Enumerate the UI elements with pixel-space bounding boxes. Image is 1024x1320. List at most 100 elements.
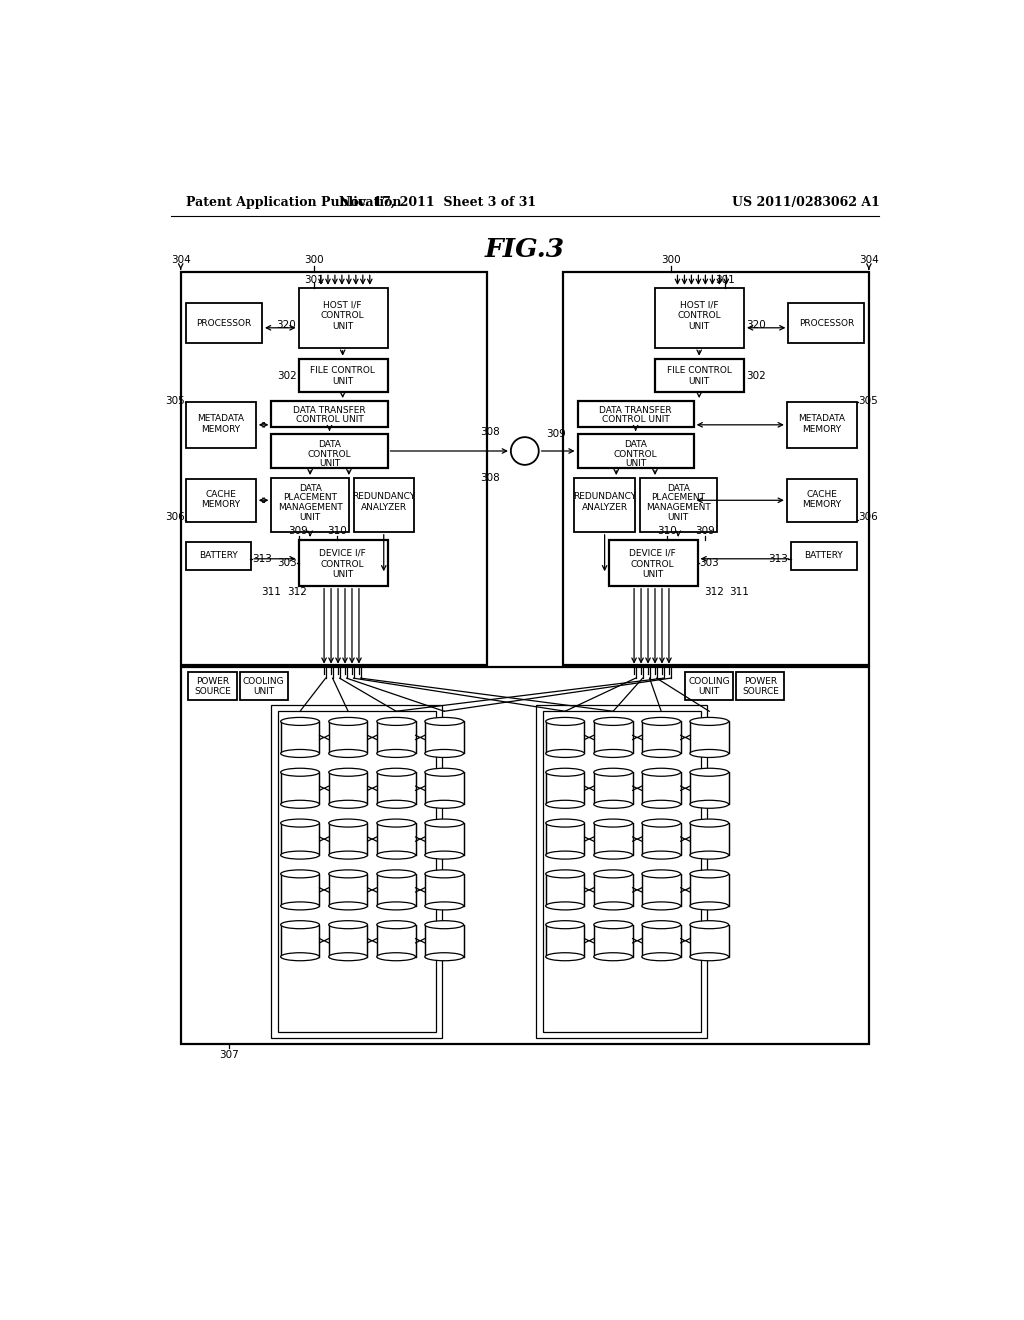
Bar [690, 874, 729, 906]
Text: DATA: DATA [318, 441, 341, 449]
Text: UNIT: UNIT [332, 570, 353, 579]
Ellipse shape [377, 953, 416, 961]
Ellipse shape [690, 800, 729, 808]
Text: FILE CONTROL: FILE CONTROL [667, 367, 731, 375]
Ellipse shape [425, 953, 464, 961]
Bar [186, 304, 262, 343]
Text: 309: 309 [547, 429, 566, 440]
Bar [180, 272, 486, 665]
Ellipse shape [546, 768, 585, 776]
Text: 302: 302 [278, 371, 297, 380]
Ellipse shape [425, 921, 464, 929]
Bar [329, 772, 368, 804]
Text: 320: 320 [276, 321, 296, 330]
Text: UNIT: UNIT [332, 322, 353, 331]
Bar [594, 874, 633, 906]
Text: UNIT: UNIT [332, 378, 353, 387]
Ellipse shape [329, 768, 368, 776]
Bar [546, 874, 585, 906]
Text: CONTROL: CONTROL [321, 312, 365, 319]
Text: 311: 311 [729, 587, 750, 597]
Bar [299, 359, 388, 392]
Ellipse shape [594, 800, 633, 808]
Ellipse shape [546, 921, 585, 929]
Bar [792, 543, 856, 570]
Bar [608, 540, 697, 586]
Text: UNIT: UNIT [642, 570, 664, 579]
Ellipse shape [281, 750, 319, 758]
Text: 301: 301 [715, 275, 734, 285]
Bar [281, 722, 319, 754]
Text: 308: 308 [480, 473, 500, 483]
Text: DATA TRANSFER: DATA TRANSFER [293, 405, 366, 414]
Text: MEMORY: MEMORY [802, 500, 841, 510]
Text: PROCESSOR: PROCESSOR [197, 318, 252, 327]
Text: DATA: DATA [299, 484, 322, 494]
Ellipse shape [642, 800, 681, 808]
Bar [240, 672, 288, 700]
Text: 308: 308 [480, 426, 500, 437]
Ellipse shape [690, 718, 729, 726]
Bar [425, 925, 464, 957]
Bar [278, 711, 435, 1032]
Text: POWER: POWER [196, 677, 229, 686]
Ellipse shape [425, 818, 464, 828]
Ellipse shape [594, 818, 633, 828]
Bar [281, 925, 319, 957]
Ellipse shape [377, 750, 416, 758]
Text: MEMORY: MEMORY [202, 500, 241, 510]
Ellipse shape [546, 800, 585, 808]
Bar [642, 824, 681, 855]
Bar [655, 359, 744, 392]
Bar [655, 288, 744, 347]
Ellipse shape [642, 818, 681, 828]
Ellipse shape [594, 718, 633, 726]
Text: HOST I/F: HOST I/F [324, 300, 361, 309]
Text: 306: 306 [166, 512, 185, 521]
Text: MANAGEMENT: MANAGEMENT [278, 503, 342, 512]
Bar [642, 722, 681, 754]
Bar [329, 722, 368, 754]
Ellipse shape [546, 953, 585, 961]
Ellipse shape [329, 750, 368, 758]
Text: MANAGEMENT: MANAGEMENT [646, 503, 711, 512]
Ellipse shape [281, 800, 319, 808]
Text: 305: 305 [858, 396, 878, 407]
Bar [425, 722, 464, 754]
Text: 310: 310 [656, 525, 677, 536]
Ellipse shape [690, 851, 729, 859]
Bar [271, 401, 388, 428]
Bar [281, 874, 319, 906]
Text: UNIT: UNIT [299, 513, 321, 523]
Text: DEVICE I/F: DEVICE I/F [319, 549, 366, 558]
Bar [594, 722, 633, 754]
Text: CACHE: CACHE [806, 490, 837, 499]
Ellipse shape [329, 902, 368, 909]
Ellipse shape [377, 902, 416, 909]
Text: UNIT: UNIT [668, 513, 689, 523]
Ellipse shape [425, 800, 464, 808]
Text: SOURCE: SOURCE [742, 686, 779, 696]
Ellipse shape [377, 851, 416, 859]
Text: CONTROL UNIT: CONTROL UNIT [602, 414, 670, 424]
Bar [642, 925, 681, 957]
Text: FIG.3: FIG.3 [484, 236, 565, 261]
Ellipse shape [642, 768, 681, 776]
Text: 311: 311 [261, 587, 282, 597]
Ellipse shape [281, 921, 319, 929]
Ellipse shape [329, 718, 368, 726]
Ellipse shape [594, 851, 633, 859]
Bar [640, 478, 717, 532]
Text: POWER: POWER [743, 677, 777, 686]
Bar [377, 874, 416, 906]
Ellipse shape [377, 718, 416, 726]
Ellipse shape [546, 902, 585, 909]
Ellipse shape [642, 750, 681, 758]
Ellipse shape [594, 921, 633, 929]
Ellipse shape [329, 800, 368, 808]
Ellipse shape [690, 921, 729, 929]
Bar [281, 824, 319, 855]
Ellipse shape [281, 902, 319, 909]
Bar [786, 479, 856, 521]
Text: 303: 303 [699, 557, 719, 568]
